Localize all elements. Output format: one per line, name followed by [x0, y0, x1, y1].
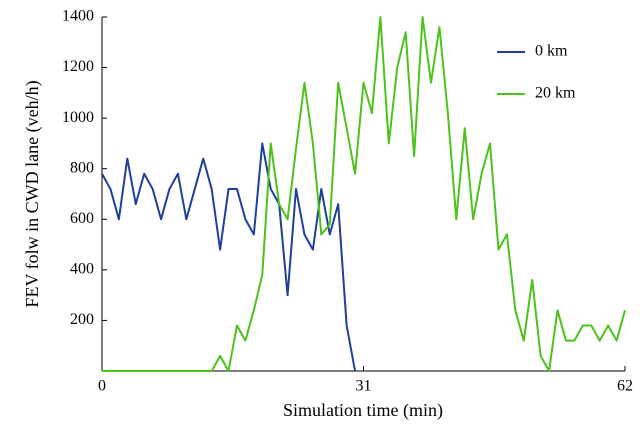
legend-label: 0 km [535, 43, 568, 60]
series-line [102, 16, 626, 372]
x-tick-label: 31 [356, 378, 372, 395]
x-tick-label: 62 [617, 378, 633, 395]
y-tick-label: 600 [70, 210, 94, 227]
y-axis-label: FEV folw in CWD lane (veh/h) [22, 80, 43, 307]
y-tick-label: 400 [70, 261, 94, 278]
legend-label: 20 km [535, 85, 576, 102]
y-tick-label: 200 [70, 311, 94, 328]
y-tick-label: 1400 [62, 8, 94, 25]
x-axis-label: Simulation time (min) [283, 400, 443, 421]
y-tick-label: 1000 [62, 109, 94, 126]
y-tick-label: 800 [70, 159, 94, 176]
y-tick-label: 1200 [62, 58, 94, 75]
series-line [101, 142, 357, 372]
x-tick-label: 0 [98, 378, 106, 395]
